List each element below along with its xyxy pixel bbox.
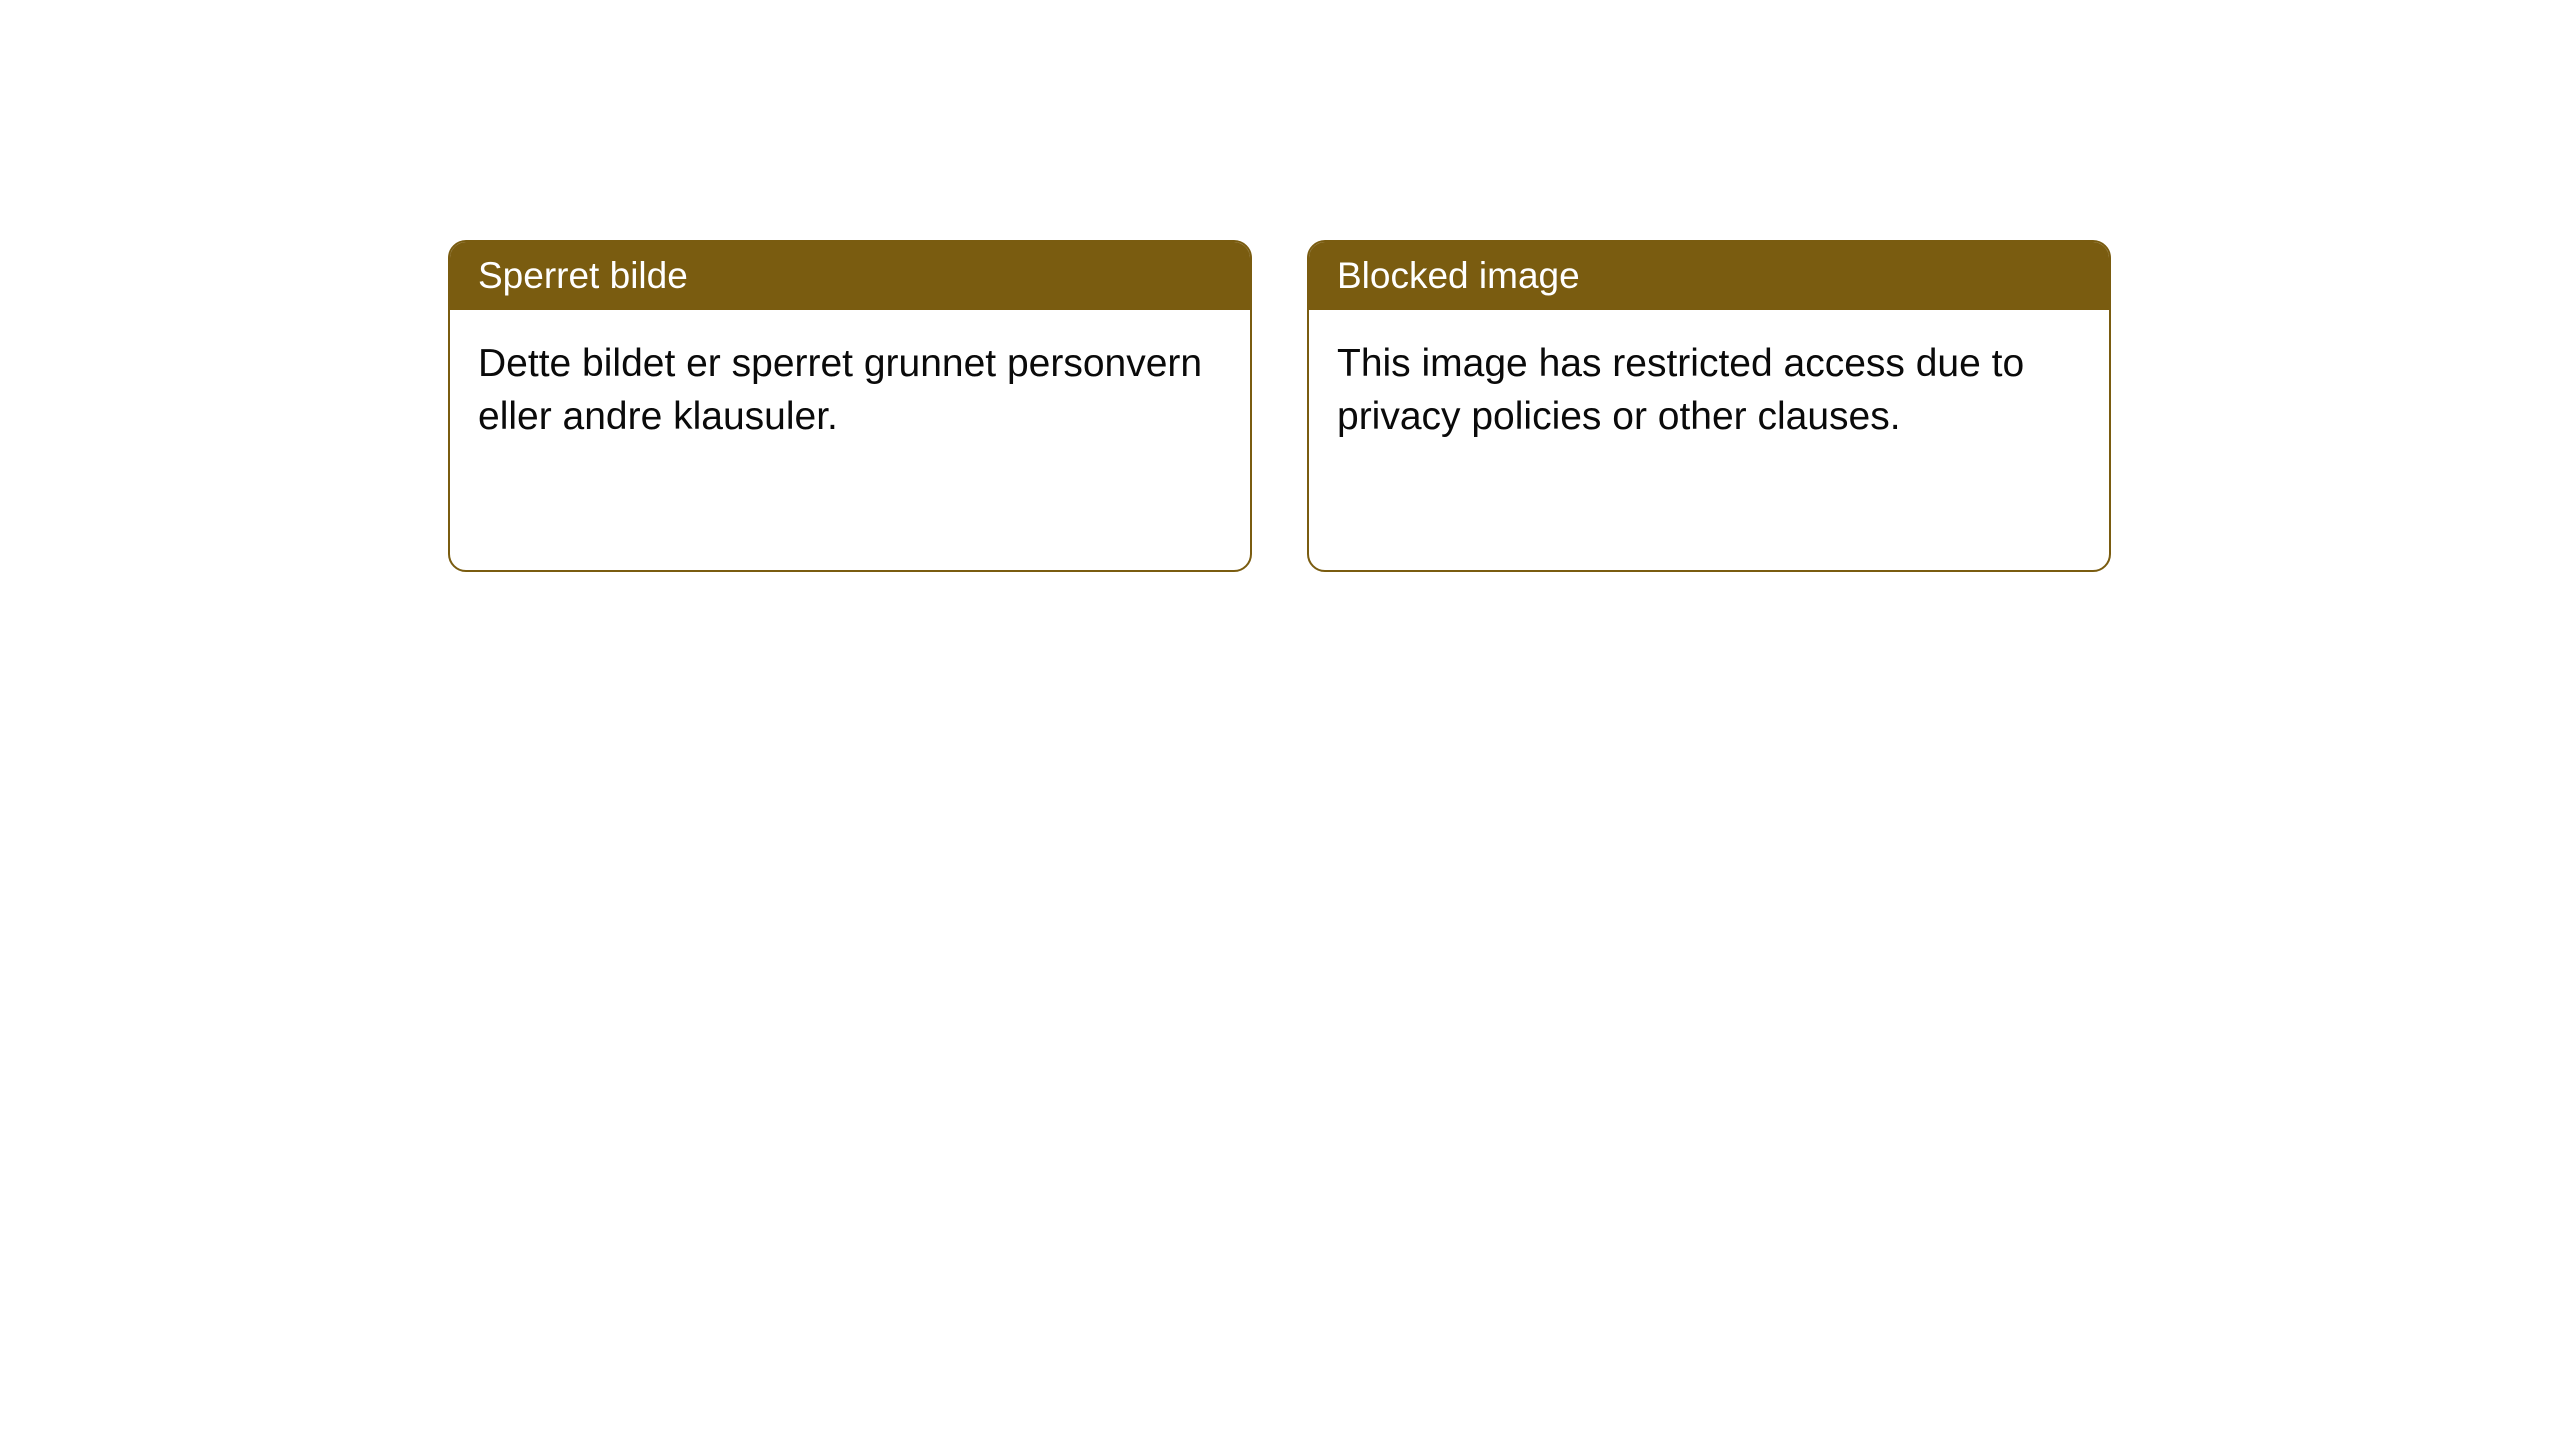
notice-box-norwegian: Sperret bilde Dette bildet er sperret gr… xyxy=(448,240,1252,572)
notice-body-norwegian: Dette bildet er sperret grunnet personve… xyxy=(450,310,1250,471)
notice-container: Sperret bilde Dette bildet er sperret gr… xyxy=(448,240,2111,572)
notice-box-english: Blocked image This image has restricted … xyxy=(1307,240,2111,572)
notice-header-norwegian: Sperret bilde xyxy=(450,242,1250,310)
notice-header-english: Blocked image xyxy=(1309,242,2109,310)
notice-body-english: This image has restricted access due to … xyxy=(1309,310,2109,471)
